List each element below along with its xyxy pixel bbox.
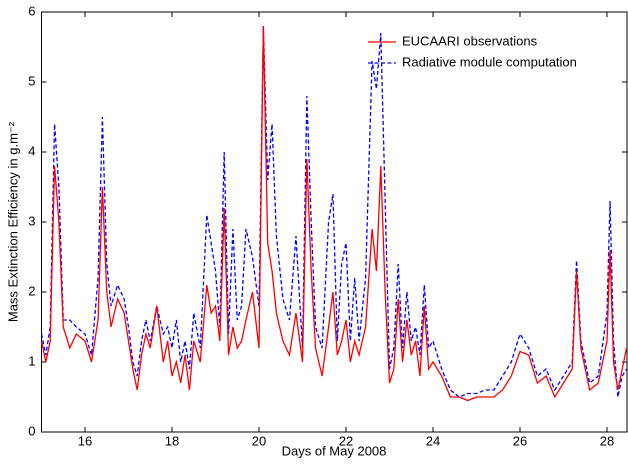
- legend-label: Radiative module computation: [402, 54, 577, 69]
- x-tick-label: 26: [513, 433, 527, 448]
- data-line: [40, 25, 628, 402]
- x-tick-label: 24: [426, 433, 440, 448]
- y-tick-label: 3: [28, 213, 35, 228]
- y-tick-label: 6: [28, 3, 35, 18]
- x-tick-label: 18: [165, 433, 179, 448]
- x-tick-label: 16: [78, 433, 92, 448]
- x-tick-label: 22: [339, 433, 353, 448]
- y-tick-label: 4: [28, 143, 35, 158]
- x-tick-label: 20: [252, 433, 266, 448]
- y-axis-label: Mass Extinction Efficiency in g.m⁻²: [5, 121, 20, 322]
- y-tick-label: 2: [28, 283, 35, 298]
- y-tick-label: 5: [28, 73, 35, 88]
- legend-label: EUCAARI observations: [402, 33, 538, 48]
- y-tick-label: 0: [28, 423, 35, 438]
- x-axis-label: Days of May 2008: [282, 443, 387, 458]
- y-tick-label: 1: [28, 353, 35, 368]
- data-line: [40, 25, 628, 398]
- x-tick-label: 28: [600, 433, 614, 448]
